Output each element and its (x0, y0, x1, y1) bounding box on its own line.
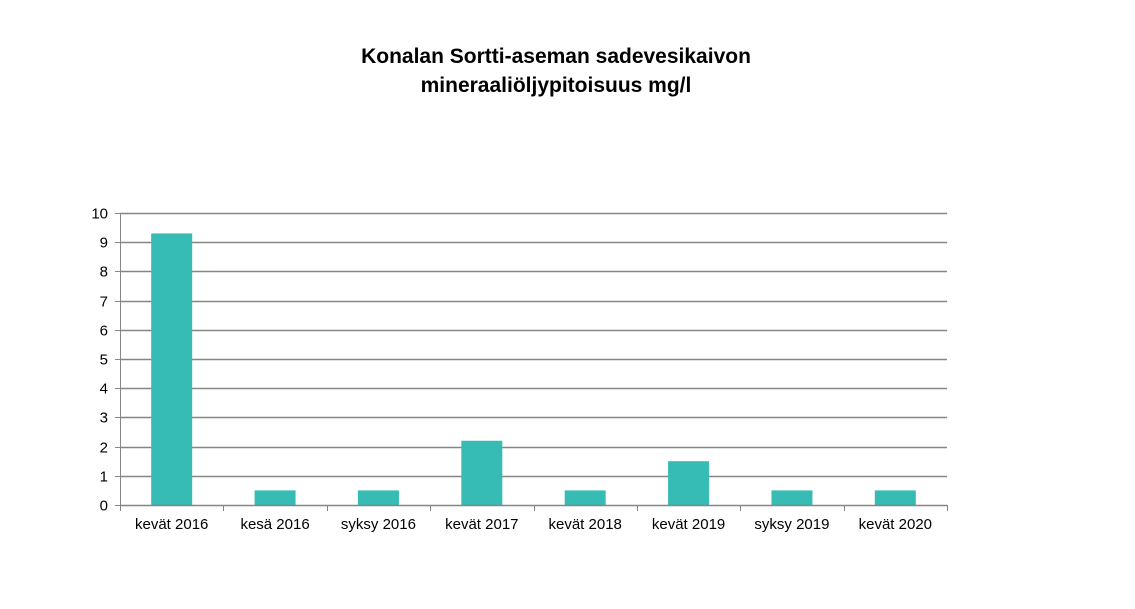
chart-title-line-1: Konalan Sortti-aseman sadevesikaivon (361, 45, 751, 68)
chart-title: Konalan Sortti-aseman sadevesikaivon min… (0, 42, 1112, 100)
bar (151, 233, 193, 505)
y-tick-label: 6 (100, 323, 108, 340)
chart-title-line-2: mineraaliöljypitoisuus mg/l (420, 74, 692, 97)
bar (668, 461, 710, 505)
y-tick-label: 9 (100, 235, 108, 252)
axes (115, 213, 948, 511)
y-tick-label: 7 (100, 294, 108, 311)
x-tick-label: syksy 2016 (341, 516, 416, 533)
y-tick-label: 0 (100, 498, 108, 515)
bar (771, 490, 813, 505)
y-tick-label: 5 (100, 352, 108, 369)
y-tick-label: 2 (100, 440, 108, 457)
bar (564, 490, 606, 505)
x-tick-label: kevät 2019 (652, 516, 725, 533)
bar (461, 440, 503, 505)
bars (151, 233, 916, 505)
y-tick-label: 3 (100, 410, 108, 427)
y-tick-label: 10 (91, 206, 108, 223)
x-tick-label: kevät 2016 (135, 516, 208, 533)
bar (254, 490, 296, 505)
tick-labels: 0 1 2 3 4 5 6 7 8 9 10 kevät 2016 kesä 2016 syksy 201… (91, 206, 932, 534)
y-tick-label: 8 (100, 264, 108, 281)
bar (874, 490, 916, 505)
y-tick-label: 4 (100, 381, 108, 398)
x-tick-label: kesä 2016 (240, 516, 309, 533)
x-tick-label: kevät 2017 (445, 516, 518, 533)
x-tick-label: kevät 2018 (548, 516, 621, 533)
x-tick-label: syksy 2019 (754, 516, 829, 533)
y-tick-label: 1 (100, 469, 108, 486)
bar (357, 490, 399, 505)
gridlines (120, 212, 947, 478)
x-tick-label: kevät 2020 (859, 516, 932, 533)
